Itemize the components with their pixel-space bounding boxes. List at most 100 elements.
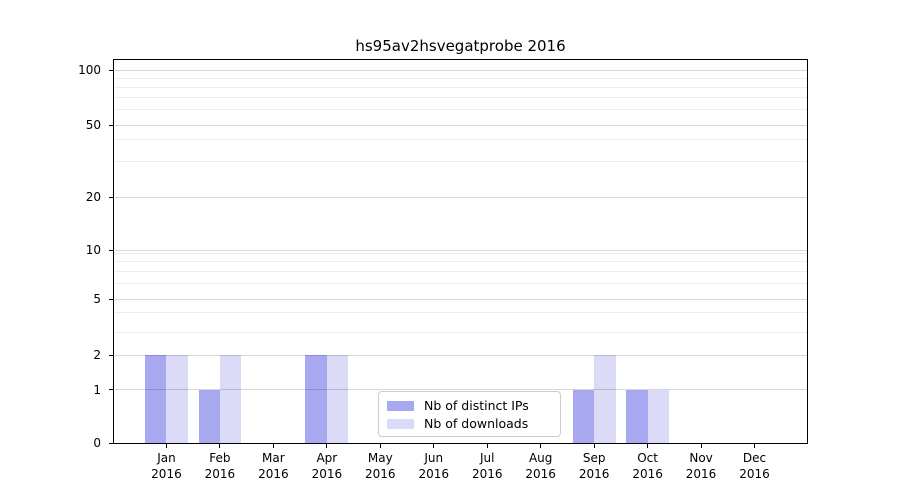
bar-distinct-ips (198, 389, 220, 443)
major-gridline (113, 69, 808, 71)
y-tick-mark (108, 124, 113, 126)
major-gridline (113, 249, 808, 251)
minor-gridline (113, 332, 808, 334)
x-tick-mark (165, 444, 167, 448)
major-gridline (113, 298, 808, 300)
y-tick-mark (108, 298, 113, 300)
legend-swatch-downloads (387, 419, 414, 429)
y-tick-label: 2 (93, 348, 101, 362)
y-tick-mark (108, 196, 113, 198)
y-tick-mark (108, 249, 113, 251)
major-gridline (113, 389, 808, 390)
x-tick-label: Sep 2016 (559, 450, 629, 482)
y-tick-label: 50 (85, 118, 101, 132)
minor-gridline (113, 261, 808, 263)
y-tick-label: 1 (93, 382, 101, 397)
x-tick-year: 2016 (204, 467, 236, 481)
minor-gridline (113, 108, 808, 110)
bar-distinct-ips (626, 389, 648, 443)
x-tick-label: Nov 2016 (666, 450, 736, 482)
major-gridline (113, 354, 808, 356)
y-tick-mark (108, 354, 113, 356)
bar-distinct-ips (572, 389, 595, 443)
x-tick-year: 2016 (739, 467, 770, 481)
x-tick-mark (754, 444, 756, 448)
minor-gridline (113, 96, 808, 98)
x-tick-year: 2016 (525, 467, 556, 481)
x-tick-month: May (367, 451, 393, 465)
plot-frame (113, 59, 808, 444)
x-tick-year: 2016 (258, 467, 289, 481)
x-tick-year: 2016 (632, 467, 663, 481)
minor-gridline (113, 252, 808, 254)
legend-label-downloads: Nb of downloads (424, 416, 529, 431)
x-tick-month: Feb (209, 451, 231, 465)
x-tick-month: Jan (157, 451, 176, 465)
x-tick-label: Feb 2016 (185, 450, 255, 482)
x-tick-year: 2016 (685, 467, 717, 481)
x-tick-month: Oct (637, 451, 658, 465)
y-tick-mark (108, 389, 113, 390)
x-tick-year: 2016 (151, 467, 182, 481)
bar-downloads (647, 389, 669, 443)
major-gridline (113, 196, 808, 198)
x-tick-label: Aug 2016 (506, 450, 576, 482)
minor-gridline (113, 139, 808, 141)
y-tick-label: 100 (78, 63, 101, 77)
legend-item-distinct-ips: Nb of distinct IPs (379, 397, 560, 415)
x-tick-mark (433, 444, 435, 448)
bar-distinct-ips (145, 355, 167, 443)
minor-gridline (113, 77, 808, 79)
x-tick-mark (379, 444, 381, 448)
major-gridline (113, 124, 808, 126)
x-tick-mark (700, 444, 702, 448)
x-tick-label: Mar 2016 (238, 450, 308, 482)
x-tick-mark (647, 444, 649, 448)
x-tick-label: Oct 2016 (613, 450, 683, 482)
minor-gridline (113, 282, 808, 284)
minor-gridline (113, 86, 808, 88)
y-tick-label: 5 (93, 292, 101, 306)
x-tick-mark (272, 444, 274, 448)
bar-distinct-ips (305, 355, 327, 443)
x-tick-year: 2016 (311, 467, 343, 481)
x-tick-year: 2016 (578, 467, 610, 481)
x-tick-month: Aug (528, 451, 553, 465)
x-tick-mark (219, 444, 221, 448)
bar-downloads (219, 355, 242, 443)
x-tick-mark (540, 444, 542, 448)
x-tick-mark (593, 444, 595, 448)
x-tick-label: May 2016 (345, 450, 415, 482)
x-tick-label: Jan 2016 (131, 450, 201, 482)
minor-gridline (113, 161, 808, 163)
x-tick-month: Dec (742, 451, 767, 465)
y-tick-mark (108, 442, 113, 444)
y-tick-label: 0 (93, 436, 101, 450)
x-tick-year: 2016 (471, 467, 503, 481)
y-tick-label: 20 (85, 190, 101, 204)
bar-downloads (166, 355, 188, 443)
x-tick-month: Apr (316, 451, 338, 465)
x-tick-month: Sep (582, 451, 606, 465)
x-tick-label: Jun 2016 (399, 450, 469, 482)
x-tick-label: Apr 2016 (292, 450, 362, 482)
legend-item-downloads: Nb of downloads (379, 415, 560, 433)
minor-gridline (113, 271, 808, 273)
bar-downloads (594, 355, 616, 443)
x-tick-month: Nov (689, 451, 713, 465)
x-tick-mark (486, 444, 488, 448)
bar-downloads (326, 355, 349, 443)
y-tick-label: 10 (85, 243, 101, 257)
x-tick-mark (326, 444, 328, 448)
x-tick-year: 2016 (365, 467, 396, 481)
y-tick-mark (108, 69, 113, 71)
x-tick-month: Jul (479, 451, 495, 465)
x-tick-label: Dec 2016 (720, 450, 790, 482)
legend-swatch-distinct-ips (387, 401, 414, 411)
x-tick-year: 2016 (418, 467, 450, 481)
chart-title: hs95av2hsvegatprobe 2016 (355, 37, 566, 55)
legend: Nb of distinct IPs Nb of downloads (378, 391, 561, 437)
x-tick-month: Mar (262, 451, 285, 465)
x-tick-month: Jun (424, 451, 444, 465)
